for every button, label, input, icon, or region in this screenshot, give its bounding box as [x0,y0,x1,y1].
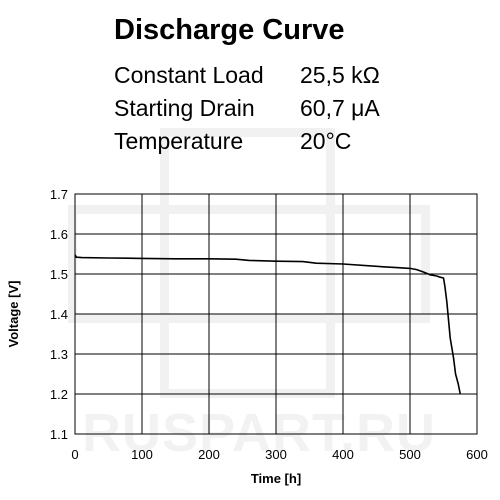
plot-area-frame [74,193,478,435]
y-tick-label: 1.3 [50,347,68,362]
chart-title: Discharge Curve [114,14,345,46]
param-label-temperature: Temperature [114,128,244,154]
param-label-load: Constant Load [114,62,264,88]
x-tick-label: 100 [131,447,153,462]
chart-grid [75,194,477,434]
y-tick-labels: 1.1 1.2 1.3 1.4 1.5 1.6 1.7 [50,187,68,442]
series-line [74,254,462,395]
x-tick-label: 0 [71,447,78,462]
y-tick-label: 1.1 [50,427,68,442]
x-tick-label: 600 [466,447,488,462]
y-tick-label: 1.5 [50,267,68,282]
y-axis-label: Voltage [V] [6,281,21,348]
param-label-drain: Starting Drain [114,95,255,121]
x-tick-label: 500 [399,447,421,462]
watermark-text: RUSPART.RU [82,403,437,463]
x-tick-labels: 0 100 200 300 400 500 600 [71,447,487,462]
watermark-cross-horizontal [68,205,430,323]
y-tick-label: 1.7 [50,187,68,202]
y-tick-label: 1.6 [50,227,68,242]
param-value-drain: 60,7 μA [300,95,380,121]
x-axis-label: Time [h] [251,471,301,486]
y-tick-label: 1.4 [50,307,68,322]
x-tick-label: 300 [265,447,287,462]
x-tick-label: 200 [198,447,220,462]
param-value-load: 25,5 kΩ [300,62,380,88]
x-tick-label: 400 [332,447,354,462]
param-value-temperature: 20°C [300,128,352,154]
y-tick-label: 1.2 [50,387,68,402]
